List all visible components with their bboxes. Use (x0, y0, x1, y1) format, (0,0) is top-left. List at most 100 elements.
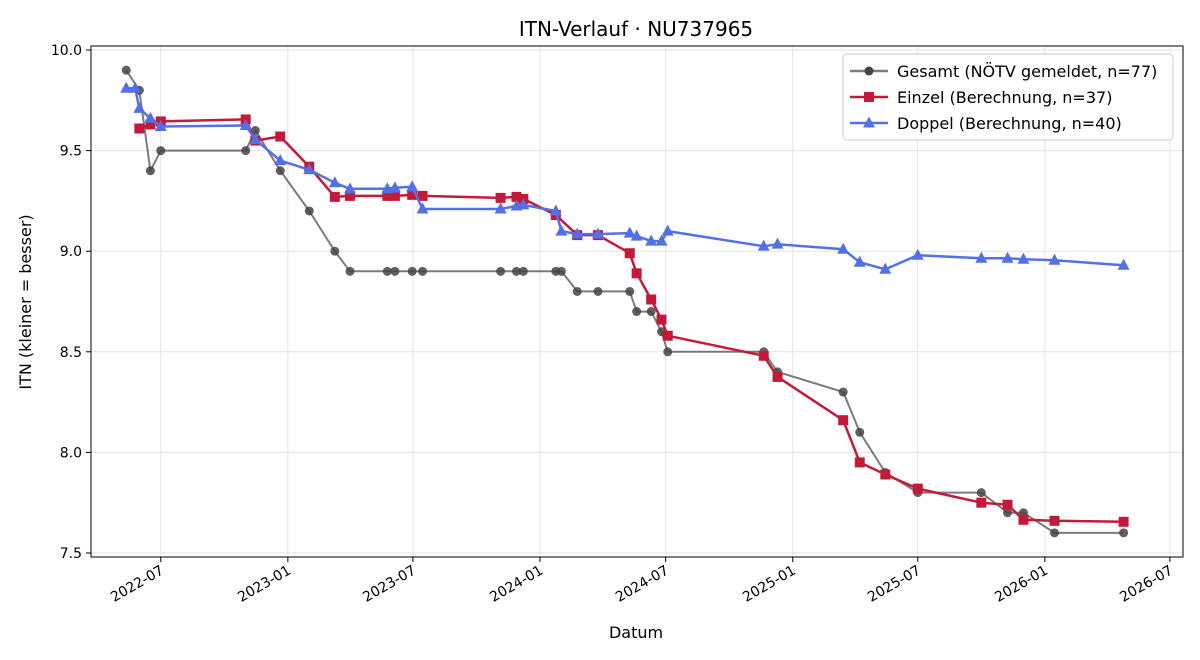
data-point (406, 180, 419, 192)
data-point (630, 229, 643, 241)
plot-frame (90, 45, 1184, 558)
x-tick-label: 2023-01 (235, 563, 294, 606)
series-layer (120, 65, 1130, 538)
legend-item: Einzel (Berechnung, n=37) (850, 88, 1112, 107)
data-point (624, 248, 635, 259)
x-tick-label: 2026-01 (992, 563, 1051, 606)
data-point (772, 371, 783, 382)
data-point (854, 457, 865, 468)
data-point (1003, 508, 1013, 518)
data-point (417, 190, 428, 201)
legend-marker (864, 92, 874, 102)
data-point (880, 469, 891, 480)
x-tick-label: 2022-07 (108, 563, 167, 606)
x-tick-label: 2024-07 (613, 563, 672, 606)
data-point (496, 266, 506, 276)
legend-marker (863, 116, 875, 128)
data-point (662, 330, 673, 341)
data-point (416, 202, 429, 214)
data-point (837, 242, 850, 254)
y-tick-label: 8.0 (60, 445, 82, 461)
data-point (975, 251, 988, 263)
data-point (771, 237, 784, 249)
data-point (145, 166, 155, 176)
data-point (646, 294, 657, 305)
data-point (517, 198, 530, 210)
x-tick-label: 2023-07 (360, 563, 419, 606)
data-point (1001, 251, 1014, 263)
x-tick-label: 2025-01 (740, 563, 799, 606)
data-point (645, 234, 658, 246)
grid (91, 46, 1183, 557)
data-point (275, 166, 285, 176)
data-point (407, 189, 418, 200)
data-point (511, 266, 521, 276)
data-point (275, 131, 286, 142)
data-point (838, 415, 849, 426)
data-point (1119, 528, 1129, 538)
data-point (518, 266, 528, 276)
data-point (249, 133, 262, 145)
data-point (345, 266, 355, 276)
data-point (1118, 516, 1129, 527)
data-point (389, 190, 400, 201)
data-point (345, 190, 356, 201)
data-point (661, 224, 674, 236)
data-point (1048, 253, 1061, 265)
data-point (631, 268, 642, 279)
data-point (663, 347, 673, 357)
legend-item: Gesamt (NÖTV gemeldet, n=77) (850, 62, 1157, 81)
legend-box (842, 53, 1174, 141)
data-point (1050, 528, 1060, 538)
data-point (120, 81, 133, 93)
data-point (511, 191, 522, 202)
y-tick-label: 10.0 (51, 43, 82, 59)
y-tick-label: 7.5 (60, 546, 82, 562)
y-tick-label: 8.5 (60, 345, 82, 361)
data-point (571, 227, 584, 239)
data-point (879, 262, 892, 274)
data-point (241, 146, 251, 156)
data-point (976, 488, 986, 498)
data-point (129, 81, 142, 93)
x-tick-label: 2025-07 (865, 563, 924, 606)
data-point (239, 118, 252, 130)
data-point (390, 266, 400, 276)
series-triangle (120, 81, 1130, 274)
data-point (121, 65, 131, 75)
legend: Gesamt (NÖTV gemeldet, n=77) Einzel (Bere… (842, 53, 1174, 141)
data-point (274, 154, 287, 166)
data-point (1049, 515, 1060, 526)
data-point (593, 286, 603, 296)
data-point (655, 234, 668, 246)
data-point (853, 255, 866, 267)
data-point (976, 497, 987, 508)
legend-label: Doppel (Berechnung, n=40) (897, 114, 1122, 133)
data-point (407, 266, 417, 276)
x-tick-label: 2026-07 (1117, 563, 1176, 606)
data-point (591, 227, 604, 239)
data-point (1002, 499, 1013, 510)
data-point (556, 266, 566, 276)
legend-label: Gesamt (NÖTV gemeldet, n=77) (897, 62, 1157, 81)
data-point (1018, 514, 1029, 525)
x-tick-label: 2024-01 (487, 563, 546, 606)
data-point (329, 191, 340, 202)
y-tick-label: 9.0 (60, 244, 82, 260)
data-point (304, 206, 314, 216)
data-point (303, 163, 316, 175)
legend-item: Doppel (Berechnung, n=40) (850, 114, 1122, 133)
data-point (382, 266, 392, 276)
data-point (1117, 258, 1130, 270)
data-point (838, 387, 848, 397)
data-point (632, 307, 642, 317)
data-point (758, 350, 769, 361)
data-point (154, 119, 167, 131)
data-point (646, 307, 656, 317)
data-point (656, 314, 667, 325)
data-point (911, 248, 924, 260)
data-point (623, 226, 636, 238)
y-tick-label: 9.5 (60, 144, 82, 160)
data-point (382, 190, 393, 201)
